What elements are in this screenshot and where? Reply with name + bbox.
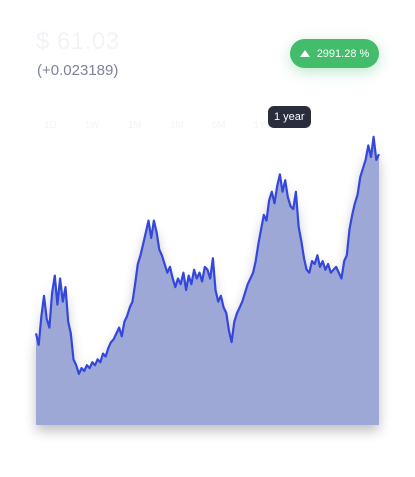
tab-1w[interactable]: 1W — [84, 120, 100, 131]
tab-1d[interactable]: 1D — [44, 120, 57, 131]
price-change: (+0.023189) — [37, 62, 119, 79]
arrow-up-icon — [299, 50, 310, 57]
period-tooltip: 1 year — [268, 106, 311, 128]
percent-change-badge: 2991.28 % — [290, 39, 379, 68]
tab-6m[interactable]: 6M — [211, 120, 226, 131]
tab-3m[interactable]: 3M — [169, 120, 184, 131]
chart-area-fill — [36, 136, 379, 426]
chart-price-line — [34, 135, 380, 375]
tab-1m[interactable]: 1M — [127, 120, 142, 131]
percent-change-value: 2991.28 % — [316, 47, 370, 60]
current-price: $ 61.03 — [36, 28, 120, 55]
tab-1y[interactable]: 1Y — [253, 120, 266, 131]
